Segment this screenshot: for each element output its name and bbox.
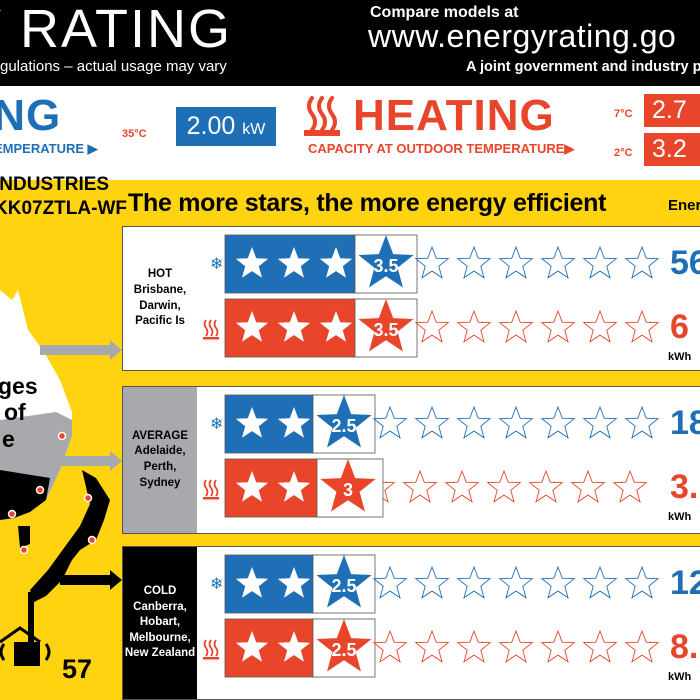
zone-city: Pacific Is [135, 315, 185, 328]
australia-nz-map [0, 290, 122, 666]
heat-waves-icon [304, 96, 340, 136]
cool-energy-value: 12 [670, 564, 700, 602]
zone-name: COLD [143, 585, 177, 598]
heating-capacity-box-2: 3.2 [644, 133, 700, 166]
efficiency-tagline: The more stars, the more energy efficien… [128, 189, 607, 217]
header-bar [0, 0, 700, 86]
zone-label: HOT Brisbane, Darwin, Pacific Is [123, 227, 197, 370]
heating-caption: CAPACITY AT OUTDOOR TEMPERATURE▶ [308, 141, 575, 156]
zone-city: Adelaide, [134, 445, 186, 458]
heating-heading: HEATING [353, 91, 555, 140]
cooling-heading: ING [0, 91, 62, 140]
joint-program-text: A joint government and industry p [466, 59, 700, 75]
zone-city: Perth, [143, 461, 177, 473]
energy-column-label: Ener [668, 197, 700, 214]
regulations-note: gulations – actual usage may vary [0, 58, 227, 75]
cooling-capacity-unit: kW [242, 121, 266, 138]
kwh-unit: kWh [668, 671, 692, 683]
cooling-capacity-value: 2.00 [186, 112, 236, 140]
kwh-unit: kWh [668, 511, 692, 523]
capacity-band [0, 86, 700, 180]
heating-temp-1: 7°C [614, 108, 633, 120]
zone-city: Canberra, [133, 600, 187, 613]
zone-city: New Zealand [124, 647, 196, 660]
zone-panel-hot: HOT Brisbane, Darwin, Pacific Is [122, 226, 700, 371]
cooling-caption: EMPERATURE ▶ [0, 141, 98, 156]
heat-energy-value: 3. [670, 468, 699, 506]
map-text-1: ges [0, 373, 38, 399]
zone-city: Darwin, [139, 299, 181, 312]
heating-temp-2: 2°C [614, 147, 633, 159]
zone-city: Melbourne, [129, 631, 191, 644]
zone-name: AVERAGE [131, 429, 189, 442]
cooling-capacity-box: 2.00 kW [176, 107, 276, 146]
heat-energy-value: 8. [670, 628, 699, 666]
zone-city: Brisbane, [133, 283, 187, 296]
map-text-2: of [4, 399, 26, 425]
cool-energy-value: 18 [670, 404, 700, 442]
model-number: KK07ZTLA-WF [0, 198, 127, 219]
website-link[interactable]: www.energyrating.go [368, 18, 677, 54]
zone-label: AVERAGE Adelaide, Perth, Sydney [123, 387, 197, 533]
kwh-unit: kWh [668, 351, 692, 363]
cool-energy-value: 56 [670, 244, 700, 282]
cooling-temp: 35°C [122, 128, 147, 140]
zone-panel-cold: COLD Canberra, Hobart, Melbourne, New Ze… [122, 546, 700, 700]
zone-panel-average: AVERAGE Adelaide, Perth, Sydney [122, 386, 700, 534]
zone-label: COLD Canberra, Hobart, Melbourne, New Ze… [123, 547, 197, 699]
compare-text: Compare models at [370, 4, 519, 21]
map-text-3: e [2, 426, 15, 452]
zone-city: Hobart, [139, 616, 181, 629]
label-title: Y RATING [0, 0, 233, 59]
brand-name: INDUSTRIES [0, 174, 110, 195]
zone-name: HOT [147, 268, 173, 281]
heating-capacity-box-1: 2.7 [644, 94, 700, 127]
zone-city: Sydney [139, 476, 181, 489]
noise-level: 57 [62, 654, 93, 684]
heat-energy-value: 6 [670, 308, 689, 346]
